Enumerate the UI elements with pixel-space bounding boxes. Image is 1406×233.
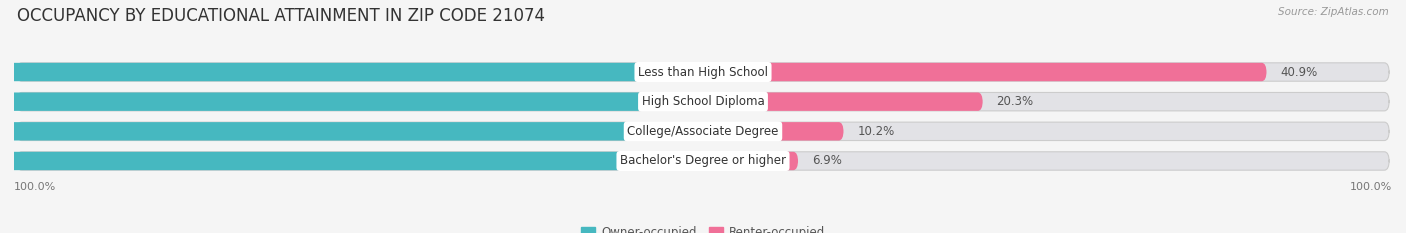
- FancyBboxPatch shape: [17, 63, 1389, 81]
- FancyBboxPatch shape: [17, 93, 1389, 111]
- FancyBboxPatch shape: [0, 152, 703, 170]
- FancyBboxPatch shape: [703, 93, 983, 111]
- Text: 6.9%: 6.9%: [811, 154, 842, 168]
- Text: 40.9%: 40.9%: [1281, 65, 1317, 79]
- FancyBboxPatch shape: [703, 63, 1267, 81]
- FancyBboxPatch shape: [0, 63, 703, 81]
- FancyBboxPatch shape: [703, 152, 799, 170]
- FancyBboxPatch shape: [17, 122, 1389, 140]
- Text: OCCUPANCY BY EDUCATIONAL ATTAINMENT IN ZIP CODE 21074: OCCUPANCY BY EDUCATIONAL ATTAINMENT IN Z…: [17, 7, 546, 25]
- Text: 100.0%: 100.0%: [1350, 182, 1392, 192]
- FancyBboxPatch shape: [0, 93, 703, 111]
- FancyBboxPatch shape: [17, 152, 1389, 170]
- Text: 100.0%: 100.0%: [14, 182, 56, 192]
- Legend: Owner-occupied, Renter-occupied: Owner-occupied, Renter-occupied: [576, 221, 830, 233]
- Text: 20.3%: 20.3%: [997, 95, 1033, 108]
- Text: College/Associate Degree: College/Associate Degree: [627, 125, 779, 138]
- Text: Less than High School: Less than High School: [638, 65, 768, 79]
- Text: High School Diploma: High School Diploma: [641, 95, 765, 108]
- Text: Source: ZipAtlas.com: Source: ZipAtlas.com: [1278, 7, 1389, 17]
- FancyBboxPatch shape: [0, 122, 703, 140]
- Text: Bachelor's Degree or higher: Bachelor's Degree or higher: [620, 154, 786, 168]
- FancyBboxPatch shape: [703, 122, 844, 140]
- Text: 10.2%: 10.2%: [858, 125, 894, 138]
